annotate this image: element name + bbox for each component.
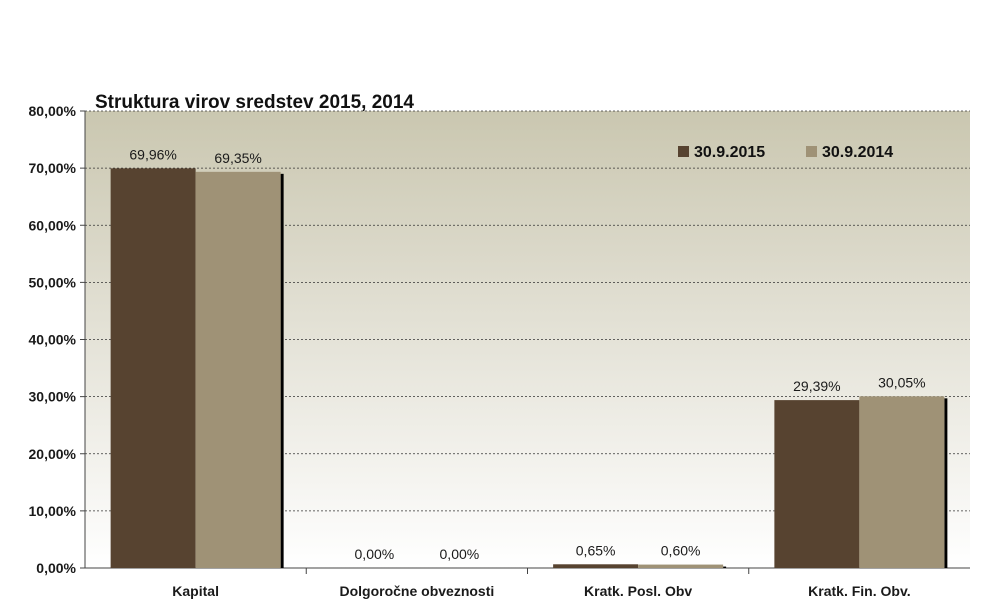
y-tick-label: 40,00% [29,332,77,348]
data-label: 69,96% [129,146,176,162]
y-tick-label: 50,00% [29,274,77,290]
legend-label: 30.9.2015 [694,144,765,161]
y-tick-label: 30,00% [29,389,77,405]
legend-label: 30.9.2014 [822,144,893,161]
bar-shadow [280,173,284,568]
x-category-label: Dolgoročne obveznosti [339,583,494,599]
y-tick-label: 20,00% [29,446,77,462]
bar [638,564,724,568]
legend: 30.9.2015 30.9.2014 [678,144,893,161]
y-tick-label: 60,00% [29,217,77,233]
chart-title: Struktura virov sredstev 2015, 2014 [95,92,414,113]
data-labels: 69,96% 69,35% 0,00% 0,00% 0,65% 0,60% 29,39% 30… [129,146,925,562]
data-label: 0,65% [576,542,616,558]
legend-swatch [806,146,817,157]
data-label: 30,05% [878,374,925,390]
data-label: 0,00% [440,546,480,562]
axes: 0,00% 10,00% 20,00% 30,00% 40,00% 50,00% 60,00… [29,103,970,599]
bar [110,168,196,568]
data-label: 29,39% [793,378,840,394]
bar [195,171,281,568]
y-tick-label: 10,00% [29,503,77,519]
y-tick-label: 70,00% [29,160,77,176]
bar-shadow [944,398,948,568]
bar [553,564,639,568]
legend-swatch [678,146,689,157]
y-tick-label: 0,00% [36,560,76,576]
data-label: 69,35% [214,150,261,166]
data-label: 0,00% [355,546,395,562]
x-category-label: Kratk. Posl. Obv [584,583,692,599]
bar [859,396,945,568]
x-category-label: Kapital [172,583,219,599]
bars [110,168,948,568]
data-label: 0,60% [661,543,701,559]
bar [774,400,860,568]
y-tick-label: 80,00% [29,103,77,119]
bar-shadow [723,566,727,568]
x-category-label: Kratk. Fin. Obv. [808,583,910,599]
